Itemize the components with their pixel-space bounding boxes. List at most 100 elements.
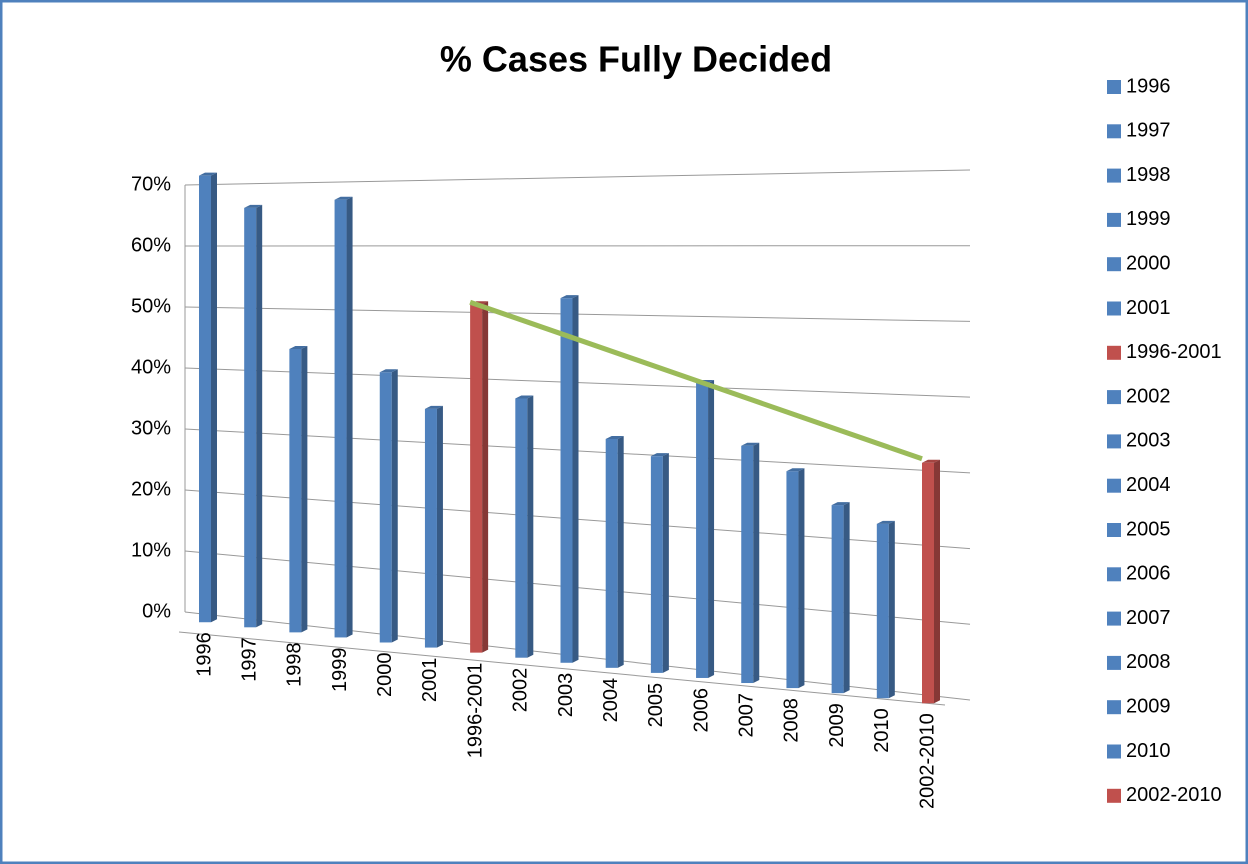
bar-side	[256, 204, 263, 628]
chart-title: % Cases Fully Decided	[440, 39, 832, 80]
legend-swatch	[1107, 478, 1121, 493]
bar-top	[650, 453, 669, 457]
legend-label: 2010	[1126, 740, 1171, 762]
bar	[786, 471, 799, 689]
bar-top	[379, 369, 398, 373]
legend-swatch	[1107, 655, 1121, 670]
x-tick-label: 2010	[871, 708, 893, 753]
bar	[650, 456, 663, 673]
legend-label: 2000	[1126, 252, 1171, 274]
bar-top	[244, 204, 263, 208]
y-tick-label: 60%	[131, 234, 171, 256]
bar-side	[572, 295, 579, 663]
legend-swatch	[1107, 700, 1121, 715]
bar-side	[527, 395, 534, 658]
bar-side	[211, 172, 217, 623]
bar	[741, 445, 754, 684]
bar	[605, 438, 618, 668]
x-tick-label: 2006	[690, 688, 712, 733]
bar-side	[934, 459, 940, 704]
legend-swatch	[1107, 168, 1121, 183]
legend-swatch	[1107, 744, 1121, 759]
x-tick-label: 1998	[284, 642, 306, 687]
legend-label: 1996-2001	[1126, 341, 1222, 363]
x-tick-label: 2009	[826, 703, 848, 748]
y-tick-label: 20%	[131, 478, 171, 500]
legend-label: 2008	[1126, 651, 1171, 673]
bar-side	[391, 369, 398, 643]
grid-line	[184, 169, 971, 186]
x-tick-label: 2005	[645, 683, 667, 728]
legend-label: 2003	[1126, 430, 1171, 452]
legend-swatch	[1107, 523, 1121, 537]
legend-label: 2005	[1126, 518, 1171, 540]
bar-top	[605, 435, 624, 439]
bar-side	[843, 502, 850, 694]
x-tick-label: 2001	[419, 658, 441, 703]
x-tick-label: 2000	[374, 653, 396, 698]
legend-label: 1997	[1126, 120, 1171, 142]
bar-top	[515, 395, 534, 399]
bar-side	[798, 468, 805, 689]
bar-side	[662, 453, 669, 673]
legend-swatch	[1107, 345, 1121, 360]
legend-label: 2002-2010	[1126, 784, 1222, 806]
legend-label: 2009	[1126, 695, 1171, 717]
legend-swatch	[1107, 788, 1121, 803]
bar	[289, 348, 302, 633]
legend-label: 1998	[1126, 164, 1171, 186]
legend-label: 2006	[1126, 563, 1171, 585]
legend-swatch	[1107, 434, 1121, 449]
x-tick-label: 2007	[736, 693, 758, 738]
y-tick-label: 10%	[131, 539, 171, 561]
bar-side	[482, 301, 489, 653]
legend-swatch	[1107, 80, 1121, 94]
legend-label: 2002	[1126, 385, 1171, 407]
bar-side	[301, 345, 308, 633]
bar-top	[289, 345, 308, 349]
bar	[831, 505, 844, 694]
bar	[244, 207, 257, 628]
legend-label: 2001	[1126, 297, 1171, 319]
legend-swatch	[1107, 611, 1121, 626]
bar-top	[199, 172, 217, 176]
bar	[424, 408, 437, 648]
bar	[922, 462, 934, 704]
bar	[334, 199, 347, 638]
legend-label: 1996	[1126, 75, 1171, 97]
legend-label: 1999	[1126, 208, 1171, 230]
y-tick-label: 30%	[131, 417, 171, 439]
bar-top	[786, 468, 805, 472]
x-tick-label: 1997	[238, 637, 260, 682]
bar	[379, 372, 392, 643]
legend-swatch	[1107, 257, 1121, 272]
x-tick-label: 2004	[600, 678, 622, 723]
trend-line	[469, 299, 923, 462]
x-tick-label: 1999	[329, 647, 351, 692]
bar-side	[346, 196, 353, 638]
bar-side	[708, 379, 715, 678]
bar-side	[753, 442, 760, 684]
bar	[515, 398, 528, 658]
x-axis	[178, 631, 946, 706]
bar	[470, 304, 483, 653]
x-tick-label: 2003	[555, 673, 577, 718]
x-tick-label: 1996	[193, 632, 215, 677]
bar-side	[436, 405, 443, 648]
bar	[876, 523, 889, 699]
y-tick-label: 50%	[131, 295, 171, 317]
legend-label: 2007	[1126, 607, 1171, 629]
bar	[199, 175, 211, 623]
bar	[696, 382, 709, 678]
bar-side	[888, 520, 895, 699]
x-tick-label: 2002-2010	[916, 713, 938, 809]
legend-swatch	[1107, 212, 1121, 227]
y-tick-label: 0%	[142, 600, 171, 622]
x-tick-label: 2002	[510, 668, 532, 713]
y-tick-label: 40%	[131, 356, 171, 378]
bar-top	[831, 502, 850, 506]
legend-swatch	[1107, 567, 1121, 582]
legend-label: 2004	[1126, 474, 1171, 496]
